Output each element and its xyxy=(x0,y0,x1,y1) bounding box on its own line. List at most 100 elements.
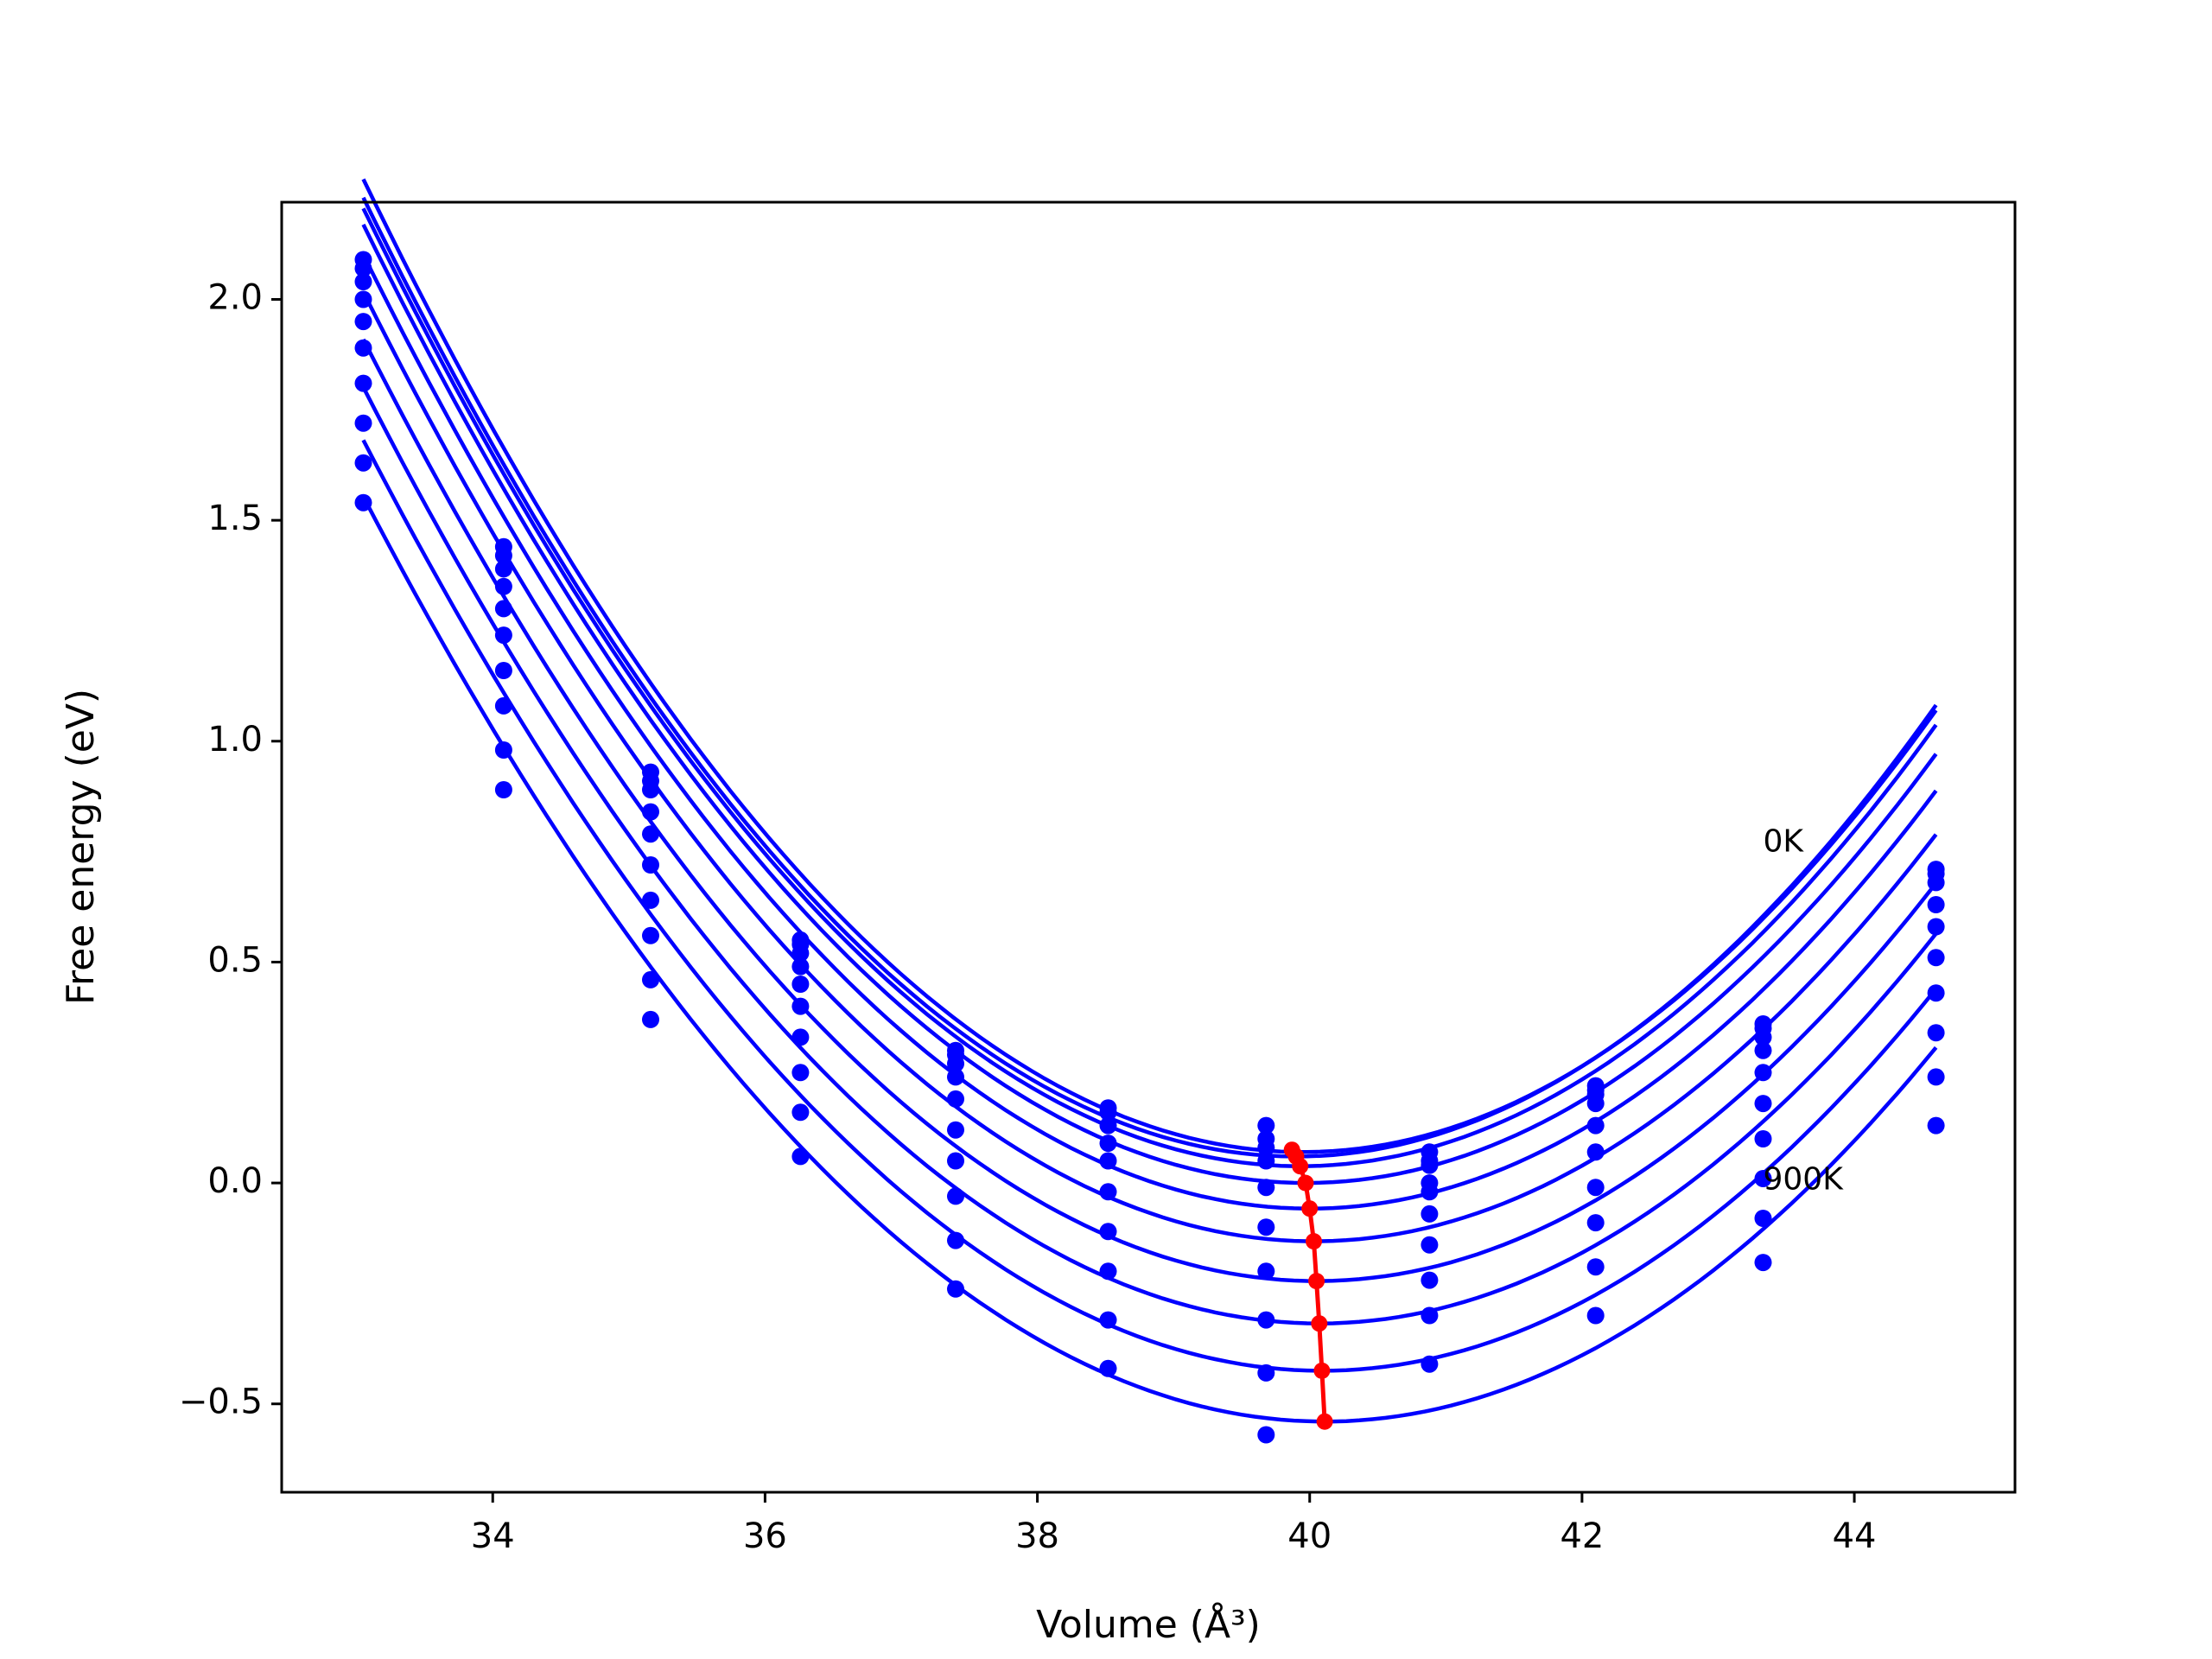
fit-curve-10 xyxy=(361,495,1938,1424)
minimum-point-9 xyxy=(1313,1362,1331,1379)
data-point-s6-11 xyxy=(1927,949,1945,967)
curve-annotation-2: 900K xyxy=(1764,1162,1845,1198)
data-point-s3-7 xyxy=(1257,1139,1275,1157)
data-point-s7-4 xyxy=(791,1028,810,1046)
x-tick-label-34: 34 xyxy=(471,1516,515,1556)
fit-curve-9 xyxy=(361,439,1938,1373)
data-point-s5-2 xyxy=(494,600,512,618)
data-point-s6-1 xyxy=(354,339,372,357)
data-point-s6-4 xyxy=(791,997,810,1015)
data-point-s2-1 xyxy=(354,259,372,277)
fit-curve-2 xyxy=(361,196,1938,1159)
curve-annotation-1: 0K xyxy=(1764,823,1805,859)
data-point-s7-9 xyxy=(1586,1179,1605,1197)
fit-curve-5 xyxy=(361,253,1938,1211)
data-point-s7-6 xyxy=(1099,1223,1117,1241)
data-point-s5-8 xyxy=(1421,1183,1439,1201)
data-point-s10-6 xyxy=(1099,1359,1117,1377)
data-point-s8-1 xyxy=(354,414,372,432)
data-point-s4-6 xyxy=(1099,1135,1117,1153)
data-point-s7-7 xyxy=(1257,1262,1275,1281)
x-tick-label-36: 36 xyxy=(743,1516,787,1556)
data-point-s5-4 xyxy=(791,976,810,993)
data-point-s5-10 xyxy=(1754,1064,1772,1082)
data-point-s3-5 xyxy=(947,1055,964,1072)
y-tick-label-0: −0.5 xyxy=(179,1382,263,1422)
data-point-s4-3 xyxy=(642,803,659,821)
data-point-s3-10 xyxy=(1754,1028,1772,1046)
data-point-s10-10 xyxy=(1754,1254,1772,1272)
minimum-point-3 xyxy=(1292,1158,1309,1175)
data-point-s7-3 xyxy=(642,891,659,909)
axes: 34 36 38 40 42 44 −0.5 0.0 0.5 1.0 1.5 2.0 xyxy=(179,277,1877,1556)
fit-curve-7 xyxy=(361,338,1938,1283)
data-point-s7-5 xyxy=(947,1152,964,1170)
data-point-s7-8 xyxy=(1421,1236,1439,1254)
y-tick-label-3: 1.0 xyxy=(207,720,263,760)
data-point-s8-4 xyxy=(791,1064,810,1082)
data-point-s1-7 xyxy=(1257,1116,1275,1135)
data-point-s5-3 xyxy=(642,825,659,843)
data-point-s10-11 xyxy=(1927,1116,1945,1135)
data-point-s7-2 xyxy=(494,662,512,679)
data-point-s4-11 xyxy=(1927,896,1945,913)
data-point-s6-2 xyxy=(494,626,512,645)
data-point-s4-9 xyxy=(1586,1095,1605,1113)
data-point-s8-8 xyxy=(1421,1271,1439,1289)
data-point-s3-2 xyxy=(494,560,512,578)
x-axis-label: Volume (Å³) xyxy=(1036,1601,1261,1647)
data-point-s3-4 xyxy=(791,944,810,963)
minimum-point-4 xyxy=(1297,1174,1314,1192)
data-point-s8-11 xyxy=(1927,1024,1945,1042)
data-point-s8-3 xyxy=(642,926,659,944)
data-point-s2-6 xyxy=(1099,1103,1117,1122)
data-point-s10-4 xyxy=(791,1147,810,1166)
data-point-s3-6 xyxy=(1099,1116,1117,1135)
data-point-s9-5 xyxy=(947,1231,964,1249)
minimum-point-7 xyxy=(1308,1273,1325,1290)
minimum-point-8 xyxy=(1311,1315,1328,1332)
data-point-s4-7 xyxy=(1257,1152,1275,1170)
data-point-s9-8 xyxy=(1421,1306,1439,1325)
data-point-s5-11 xyxy=(1927,918,1945,936)
data-point-s8-7 xyxy=(1257,1311,1275,1329)
fit-curve-4 xyxy=(361,223,1938,1185)
data-point-s6-3 xyxy=(642,856,659,874)
y-tick-label-5: 2.0 xyxy=(207,277,263,317)
minimum-point-5 xyxy=(1301,1200,1319,1217)
plot-frame xyxy=(280,200,2017,1494)
data-point-s9-9 xyxy=(1586,1258,1605,1276)
data-point-s6-5 xyxy=(947,1121,964,1139)
data-point-s8-10 xyxy=(1754,1170,1772,1187)
data-point-s5-7 xyxy=(1257,1179,1275,1197)
data-point-s9-11 xyxy=(1927,1068,1945,1086)
data-point-s9-6 xyxy=(1099,1311,1117,1329)
data-point-s10-1 xyxy=(354,493,372,512)
x-tick-label-42: 42 xyxy=(1560,1516,1604,1556)
data-point-s9-4 xyxy=(791,1103,810,1122)
data-point-s4-5 xyxy=(947,1068,964,1086)
minimum-point-6 xyxy=(1306,1233,1322,1250)
data-point-s5-9 xyxy=(1586,1116,1605,1135)
data-point-s8-9 xyxy=(1586,1214,1605,1232)
data-point-s3-11 xyxy=(1927,874,1945,892)
data-point-s10-2 xyxy=(494,781,512,798)
fit-curve-8 xyxy=(361,386,1938,1325)
x-tick-label-38: 38 xyxy=(1015,1516,1059,1556)
x-tick-label-44: 44 xyxy=(1833,1516,1877,1556)
data-point-s9-3 xyxy=(642,970,659,988)
data-point-s8-5 xyxy=(947,1187,964,1205)
data-point-s4-4 xyxy=(791,957,810,976)
data-point-s5-5 xyxy=(947,1090,964,1108)
data-point-s9-7 xyxy=(1257,1363,1275,1382)
data-point-s10-8 xyxy=(1421,1355,1439,1373)
data-point-s6-6 xyxy=(1099,1183,1117,1201)
data-point-s2-2 xyxy=(494,547,512,564)
data-point-s9-1 xyxy=(354,454,372,472)
y-tick-label-1: 0.0 xyxy=(207,1161,263,1201)
data-point-s3-3 xyxy=(642,781,659,798)
x-tick-label-40: 40 xyxy=(1287,1516,1332,1556)
data-point-s3-1 xyxy=(354,273,372,290)
data-point-s5-6 xyxy=(1099,1152,1117,1170)
